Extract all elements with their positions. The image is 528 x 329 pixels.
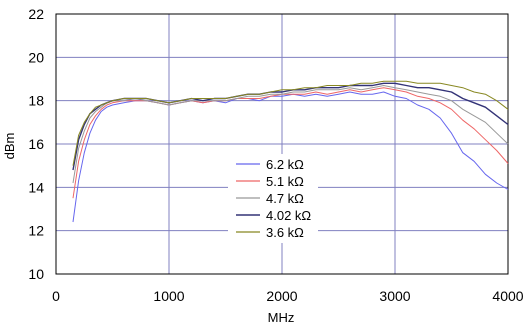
y-tick-label: 22: [28, 6, 44, 22]
y-tick-label: 20: [28, 49, 44, 65]
y-tick-label: 10: [28, 266, 44, 282]
y-axis-ticks: 10 12 14 16 18 20 22: [28, 6, 44, 282]
legend-label-1: 6.2 kΩ: [266, 157, 304, 172]
y-tick-label: 16: [28, 136, 44, 152]
x-tick-label: 4000: [492, 288, 523, 304]
x-tick-label: 1000: [153, 288, 184, 304]
legend-label-4: 4.02 kΩ: [266, 208, 311, 223]
y-axis-title: dBm: [2, 133, 17, 160]
y-tick-label: 14: [28, 179, 44, 195]
legend-label-2: 5.1 kΩ: [266, 174, 304, 189]
x-tick-label: 3000: [379, 288, 410, 304]
x-tick-label: 0: [52, 288, 60, 304]
legend-label-3: 4.7 kΩ: [266, 191, 304, 206]
y-tick-label: 12: [28, 223, 44, 239]
legend-label-5: 3.6 kΩ: [266, 225, 304, 240]
x-axis-title: MHz: [268, 310, 295, 325]
y-tick-label: 18: [28, 93, 44, 109]
legend: 6.2 kΩ 5.1 kΩ 4.7 kΩ 4.02 kΩ 3.6 kΩ: [228, 154, 318, 243]
x-axis-ticks: 0 1000 2000 3000 4000: [52, 288, 524, 304]
x-tick-label: 2000: [266, 288, 297, 304]
